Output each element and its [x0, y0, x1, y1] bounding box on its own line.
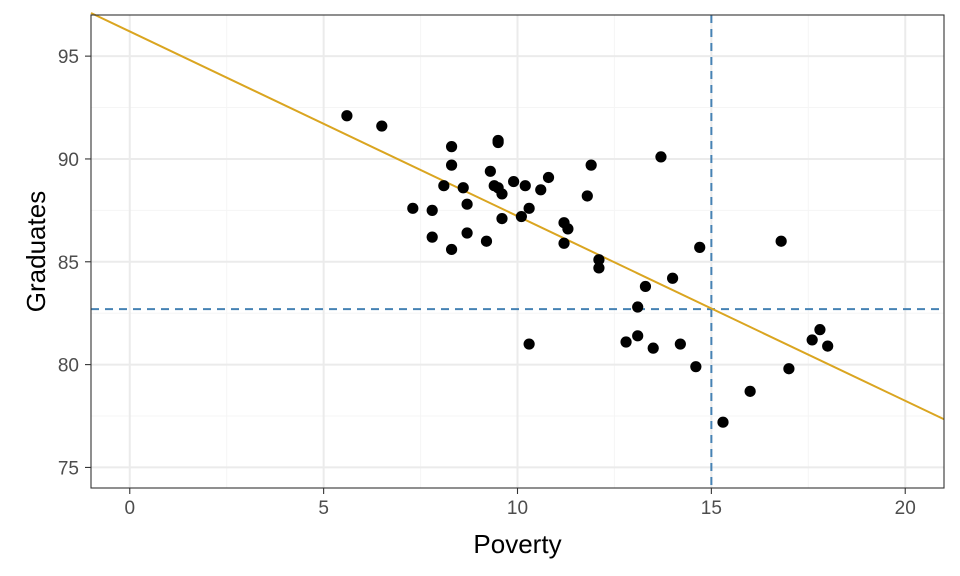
data-point [593, 254, 605, 266]
y-tick-label: 80 [58, 356, 79, 377]
data-point [445, 243, 458, 256]
data-point [744, 385, 756, 397]
data-point [523, 202, 535, 214]
major-gridlines [91, 15, 944, 488]
data-point [593, 262, 605, 274]
x-tick-label: 15 [701, 498, 722, 519]
data-point [581, 190, 593, 202]
x-axis-title: Poverty [473, 529, 561, 559]
reference-lines [91, 15, 944, 488]
data-point [484, 165, 496, 177]
data-point [647, 342, 659, 354]
data-point [632, 330, 644, 342]
data-point [585, 159, 597, 171]
data-point [639, 280, 652, 293]
x-tick-label: 20 [895, 498, 916, 519]
x-tick-label: 10 [507, 498, 528, 519]
data-point [806, 334, 818, 346]
data-point [515, 210, 527, 223]
data-point [407, 202, 419, 214]
data-point [445, 141, 458, 153]
data-point [461, 198, 473, 210]
data-point [562, 223, 574, 235]
data-point [655, 151, 667, 163]
data-point [632, 301, 644, 313]
data-point [535, 184, 547, 196]
y-tick-label: 90 [58, 150, 79, 171]
data-point [542, 171, 555, 184]
data-point [519, 180, 531, 192]
data-points [341, 110, 834, 428]
data-point [814, 324, 826, 336]
data-point [426, 231, 438, 243]
data-point [822, 340, 834, 352]
y-axis-title: Graduates [21, 191, 51, 312]
data-point [445, 159, 458, 171]
data-point [674, 338, 686, 350]
data-point [461, 227, 473, 239]
data-point [457, 182, 469, 194]
data-point [775, 235, 787, 247]
data-point [496, 212, 508, 225]
data-point [694, 241, 706, 253]
data-point [523, 338, 535, 350]
y-axis-ticks: 75 80 85 90 95 [58, 47, 91, 479]
data-point [480, 235, 493, 247]
y-tick-label: 85 [58, 253, 79, 274]
y-tick-label: 75 [58, 458, 79, 479]
data-point [496, 188, 508, 200]
y-tick-label: 95 [58, 47, 79, 68]
data-point [690, 361, 702, 373]
data-point [438, 180, 450, 192]
x-tick-label: 5 [318, 498, 329, 519]
data-point [620, 336, 632, 348]
data-point [341, 110, 353, 122]
x-tick-label: 0 [124, 498, 135, 519]
data-point [508, 175, 520, 188]
data-point [666, 272, 679, 284]
data-point [558, 237, 570, 249]
data-point [426, 204, 438, 216]
data-point [492, 136, 504, 149]
x-axis-ticks: 0 5 10 15 20 [124, 488, 916, 519]
data-point [717, 416, 729, 428]
data-point [376, 120, 388, 132]
data-point [783, 363, 795, 375]
